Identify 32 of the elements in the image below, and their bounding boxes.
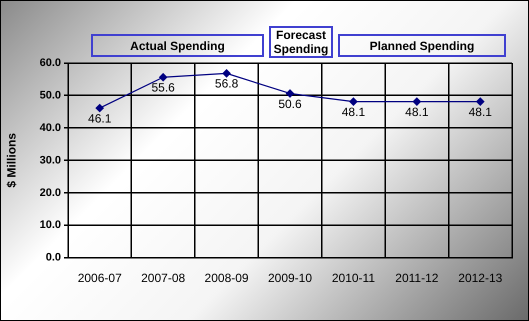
point [286, 89, 294, 98]
data-label: 55.6 [151, 80, 176, 95]
text: Planned Spending [338, 34, 506, 57]
y-tick-label: 50.0 [40, 89, 61, 102]
x-tick-label: 2012-13 [458, 271, 503, 286]
point [349, 97, 358, 106]
x-tick-label: 2008-09 [204, 271, 249, 286]
x-tick-label: 2010-11 [332, 271, 376, 286]
x-tick-label: 2006-07 [78, 271, 122, 286]
data-label: 48.1 [342, 104, 366, 119]
x-tick-label: 2011-12 [395, 271, 439, 286]
y-axis-title: $ Millions [4, 132, 19, 188]
point [159, 73, 168, 82]
y-tick-label: 0.0 [46, 252, 61, 264]
data-label: 46.1 [88, 111, 112, 126]
y-tick-label: 60.0 [40, 57, 61, 70]
y-tick-label: 20.0 [40, 186, 61, 199]
y-tick-label: 10.0 [40, 219, 61, 232]
text: Forecast Spending [269, 26, 333, 58]
x-tick-label: 2007-08 [141, 271, 186, 286]
text: Actual Spending [91, 34, 264, 57]
point [476, 97, 484, 106]
y-tick-label: 40.0 [40, 122, 61, 134]
point [412, 97, 421, 106]
point [222, 69, 231, 78]
data-label: 56.8 [214, 76, 239, 91]
x-tick-label: 2009-10 [268, 271, 312, 286]
data-label: 48.1 [468, 104, 492, 119]
data-label: 48.1 [405, 104, 429, 119]
y-tick-label: 30.0 [40, 154, 61, 166]
point [96, 104, 104, 112]
data-label: 50.6 [278, 96, 302, 111]
